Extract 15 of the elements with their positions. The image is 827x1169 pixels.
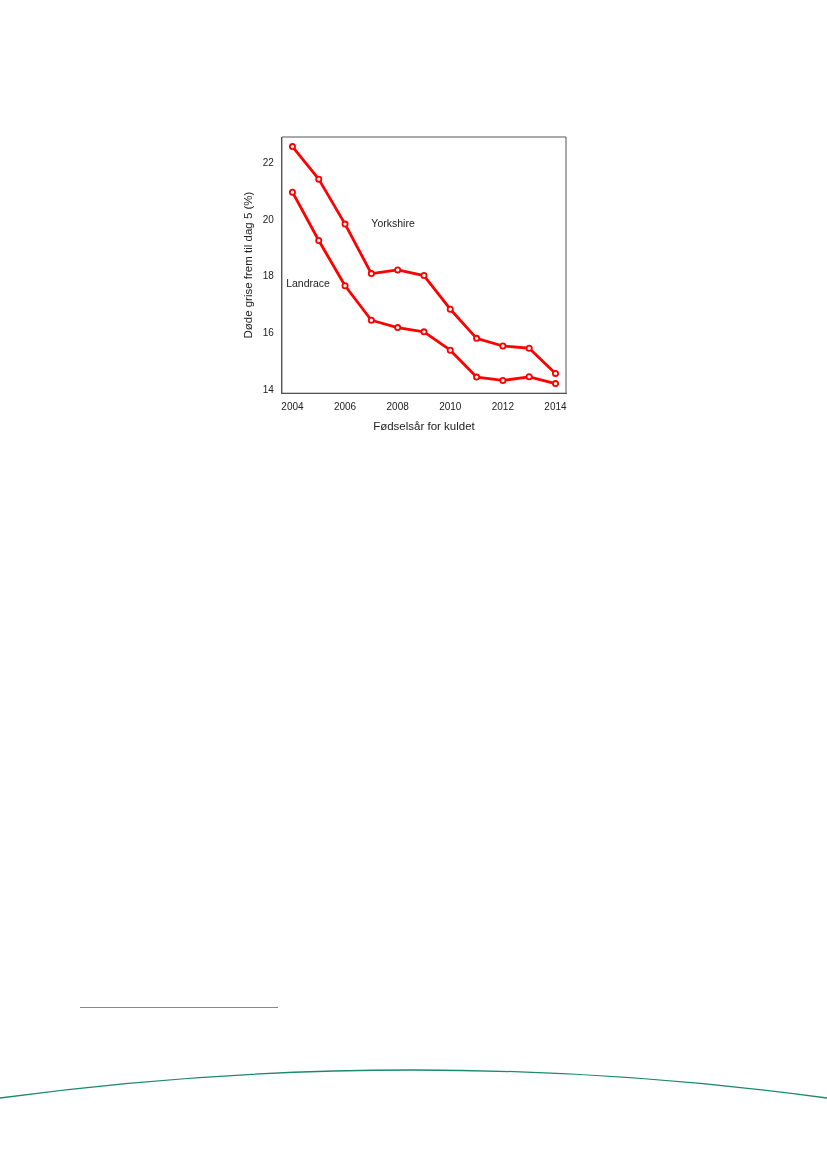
y-tick-label: 16: [262, 327, 275, 338]
y-tick-label: 20: [262, 213, 275, 225]
x-tick-label: 2008: [386, 400, 410, 412]
x-tick-label: 2010: [439, 400, 462, 412]
y-tick-label: 22: [262, 157, 275, 169]
y-tick-label: 18: [262, 270, 275, 282]
x-axis-title: Fødselsår for kuldet: [373, 420, 476, 433]
x-tick-label: 2012: [491, 400, 515, 412]
series-label: Landrace: [286, 276, 331, 289]
x-tick-label: 2004: [281, 400, 304, 412]
series-label: Yorkshire: [371, 216, 415, 229]
x-tick-label: 2014: [544, 400, 568, 412]
x-tick-label: 2006: [333, 400, 357, 412]
y-tick-label: 14: [262, 383, 275, 395]
y-axis-title: Døde grise frem til dag 5 (%): [242, 191, 255, 339]
